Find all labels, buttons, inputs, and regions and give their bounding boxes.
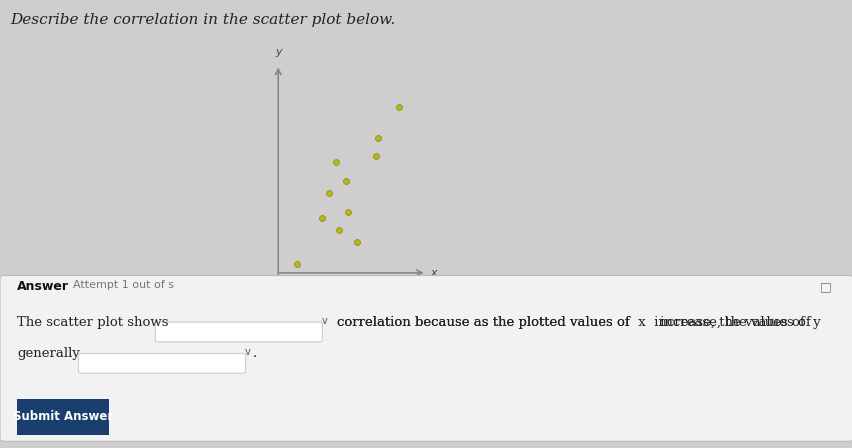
Point [329,159,343,166]
Text: 0: 0 [269,280,275,290]
Point [392,103,406,111]
Point [338,177,352,185]
Text: y: y [274,47,281,57]
Point [331,226,345,233]
Point [290,260,303,267]
Text: Submit Answer: Submit Answer [13,410,113,423]
Text: correlation because as the plotted values of           increase, the values of: correlation because as the plotted value… [337,316,825,329]
Text: v: v [321,316,327,326]
Text: x: x [429,268,436,278]
Text: Describe the correlation in the scatter plot below.: Describe the correlation in the scatter … [10,13,395,27]
Text: correlation because as the plotted values of  x  increase, the values of  y: correlation because as the plotted value… [337,316,820,329]
Text: generally: generally [17,347,80,360]
Text: .: . [252,347,256,360]
Point [341,208,354,215]
Point [368,153,382,160]
Text: Attempt 1 out of s: Attempt 1 out of s [72,280,173,290]
Text: v: v [245,347,250,357]
Text: Answer: Answer [17,280,69,293]
Point [350,239,364,246]
Text: □: □ [819,280,831,293]
Text: The scatter plot shows: The scatter plot shows [17,316,169,329]
Point [315,214,329,221]
Point [371,134,384,142]
Point [322,190,336,197]
